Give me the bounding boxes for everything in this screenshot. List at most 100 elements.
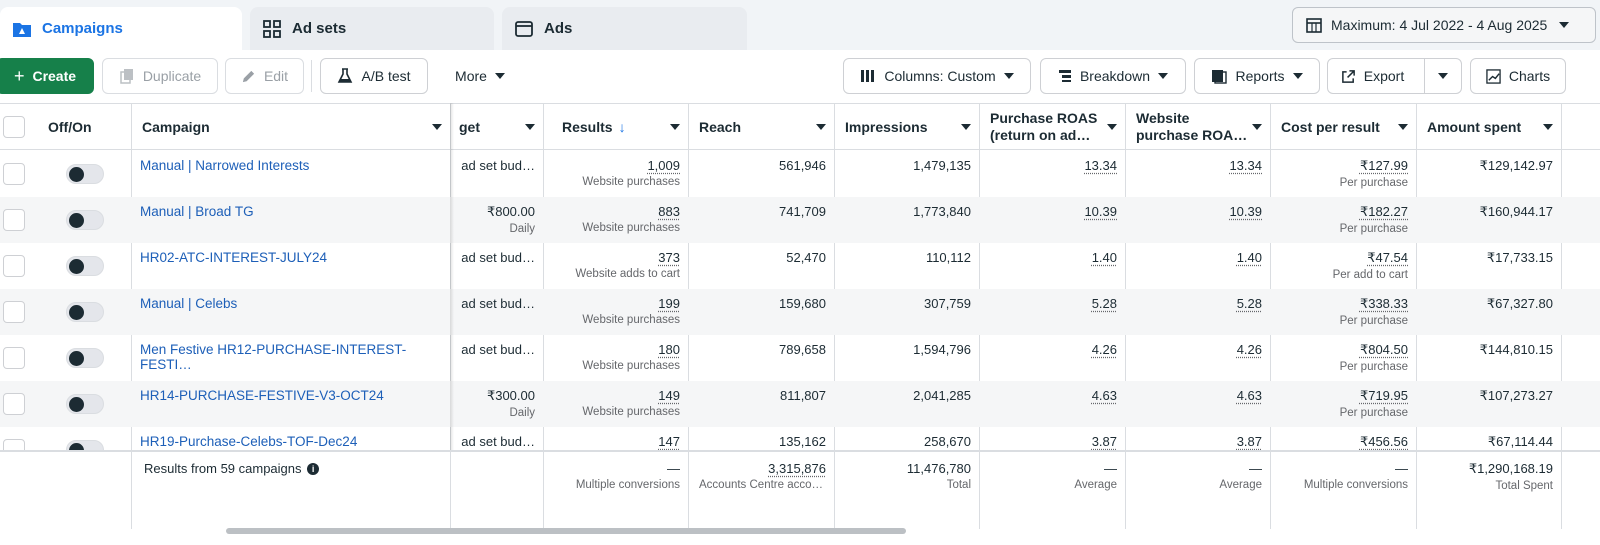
impressions-value: 307,759 <box>924 296 971 311</box>
header-campaign[interactable]: Campaign <box>132 104 450 149</box>
header-website-purchase-roas[interactable]: Website purchase ROA… <box>1126 104 1270 149</box>
reach-cell: 789,658 <box>689 335 834 381</box>
create-button[interactable]: + Create <box>0 58 94 94</box>
campaign-name-link[interactable]: HR02-ATC-INTEREST-JULY24 <box>140 250 328 265</box>
export-options-dropdown[interactable] <box>1426 59 1460 93</box>
header-impressions[interactable]: Impressions <box>835 104 979 149</box>
cost-per-result-sublabel: Per purchase <box>1339 177 1408 189</box>
reports-button[interactable]: Reports <box>1194 58 1320 94</box>
amount-spent-cell: ₹160,944.17 <box>1417 197 1561 243</box>
reach-value: 789,658 <box>779 342 826 357</box>
header-amount-spent[interactable]: Amount spent <box>1417 104 1561 149</box>
duplicate-label: Duplicate <box>142 68 202 84</box>
impressions-cell: 1,479,135 <box>835 151 979 197</box>
top-bar: Campaigns Ad sets Ads Maximum: 4 Jul 202… <box>0 0 1600 50</box>
row-checkbox[interactable] <box>3 347 25 369</box>
campaign-toggle[interactable] <box>66 164 104 184</box>
purchase-roas-cell: 4.63 <box>980 381 1125 427</box>
table-row[interactable]: HR02-ATC-INTEREST-JULY24 ad set bud… 373 We… <box>0 243 1600 289</box>
cost-per-result-sublabel: Per add to cart <box>1332 269 1408 281</box>
impressions-cell: 2,041,285 <box>835 381 979 427</box>
horizontal-scrollbar[interactable] <box>226 528 906 534</box>
table-row[interactable]: HR19-Purchase-Celebs-TOF-Dec24 ad set bud… <box>0 427 1600 451</box>
row-checkbox[interactable] <box>3 209 25 231</box>
more-label: More <box>455 68 487 84</box>
tab-campaigns[interactable]: Campaigns <box>0 7 242 50</box>
campaign-name-link[interactable]: Men Festive HR12-PURCHASE-INTEREST-FESTI… <box>140 342 407 372</box>
info-icon[interactable]: i <box>307 463 320 475</box>
chevron-down-icon <box>1438 73 1448 79</box>
campaign-cell: HR02-ATC-INTEREST-JULY24 <box>132 243 450 289</box>
footer-value: — <box>1104 461 1117 476</box>
reach-cell: 741,709 <box>689 197 834 243</box>
header-budget[interactable]: get <box>451 104 543 149</box>
cost-per-result-cell: ₹47.54 Per add to cart <box>1271 243 1416 289</box>
footer-purchase-roas: — Average <box>980 461 1125 537</box>
table-row[interactable]: Men Festive HR12-PURCHASE-INTEREST-FESTI… <box>0 335 1600 381</box>
campaign-toggle[interactable] <box>66 302 104 322</box>
cost-per-result-value: ₹719.95 <box>1359 388 1408 403</box>
edit-button[interactable]: Edit <box>225 58 304 94</box>
header-purchase-roas[interactable]: Purchase ROAS (return on ad… <box>980 104 1125 149</box>
row-checkbox[interactable] <box>3 163 25 185</box>
header-label: Amount spent <box>1427 118 1522 135</box>
impressions-cell: 307,759 <box>835 289 979 335</box>
row-checkbox[interactable] <box>3 255 25 277</box>
row-checkbox[interactable] <box>3 439 25 451</box>
budget-cell: ad set bud… <box>451 427 543 451</box>
campaign-name-link[interactable]: Manual | Celebs <box>140 296 238 311</box>
tab-ad-sets[interactable]: Ad sets <box>250 7 494 50</box>
campaign-toggle[interactable] <box>66 394 104 414</box>
select-all-checkbox[interactable] <box>3 116 25 138</box>
table-row[interactable]: Manual | Narrowed Interests ad set bud… 1,… <box>0 151 1600 197</box>
footer-value: — <box>1249 461 1262 476</box>
purchase-roas-value: 3.87 <box>1091 434 1117 449</box>
breakdown-icon <box>1058 70 1071 82</box>
purchase-roas-value: 1.40 <box>1091 250 1117 265</box>
header-label: Impressions <box>845 118 928 135</box>
row-checkbox[interactable] <box>3 393 25 415</box>
campaign-name-link[interactable]: HR19-Purchase-Celebs-TOF-Dec24 <box>140 434 358 449</box>
reports-label: Reports <box>1235 68 1285 84</box>
amount-spent-value: ₹160,944.17 <box>1479 204 1553 219</box>
table-row[interactable]: HR14-PURCHASE-FESTIVE-V3-OCT24 ₹300.00 Dai… <box>0 381 1600 427</box>
campaign-cell: HR14-PURCHASE-FESTIVE-V3-OCT24 <box>132 381 450 427</box>
columns-button[interactable]: Columns: Custom <box>843 58 1031 94</box>
campaign-toggle[interactable] <box>66 256 104 276</box>
campaign-name-link[interactable]: Manual | Broad TG <box>140 204 254 219</box>
budget-cell: ad set bud… <box>451 151 543 197</box>
budget-cell: ad set bud… <box>451 289 543 335</box>
chevron-down-icon <box>1107 123 1117 130</box>
more-button[interactable]: More <box>440 58 520 94</box>
ab-test-button[interactable]: A/B test <box>320 58 428 94</box>
purchase-roas-value: 5.28 <box>1091 296 1117 311</box>
campaign-name-link[interactable]: Manual | Narrowed Interests <box>140 158 310 173</box>
amount-spent-value: ₹107,273.27 <box>1479 388 1553 403</box>
cost-per-result-value: ₹127.99 <box>1359 158 1408 173</box>
reach-value: 52,470 <box>786 250 826 265</box>
website-purchase-roas-cell: 4.26 <box>1126 335 1270 381</box>
purchase-roas-cell: 10.39 <box>980 197 1125 243</box>
duplicate-button[interactable]: Duplicate <box>102 58 218 94</box>
header-label: Campaign <box>142 118 210 135</box>
row-checkbox[interactable] <box>3 301 25 323</box>
amount-spent-cell: ₹129,142.97 <box>1417 151 1561 197</box>
campaign-toggle[interactable] <box>66 210 104 230</box>
campaign-name-link[interactable]: HR14-PURCHASE-FESTIVE-V3-OCT24 <box>140 388 384 403</box>
tab-ads[interactable]: Ads <box>502 7 747 50</box>
table-row[interactable]: Manual | Broad TG ₹800.00 Daily 883 Website … <box>0 197 1600 243</box>
table-row[interactable]: Manual | Celebs ad set bud… 199 Website pur… <box>0 289 1600 335</box>
header-cost-per-result[interactable]: Cost per result <box>1271 104 1416 149</box>
header-reach[interactable]: Reach <box>689 104 834 149</box>
header-results[interactable]: Results ↓ <box>544 104 688 149</box>
chevron-down-icon <box>1003 73 1014 79</box>
impressions-cell: 110,112 <box>835 243 979 289</box>
campaign-toggle[interactable] <box>66 348 104 368</box>
date-range-picker[interactable]: Maximum: 4 Jul 2022 - 4 Aug 2025 <box>1292 7 1596 43</box>
header-label: Off/On <box>48 118 92 135</box>
results-cell: 883 Website purchases <box>544 197 688 243</box>
create-label: Create <box>32 68 77 84</box>
breakdown-button[interactable]: Breakdown <box>1040 58 1186 94</box>
reach-value: 741,709 <box>779 204 826 219</box>
charts-button[interactable]: Charts <box>1470 58 1566 94</box>
